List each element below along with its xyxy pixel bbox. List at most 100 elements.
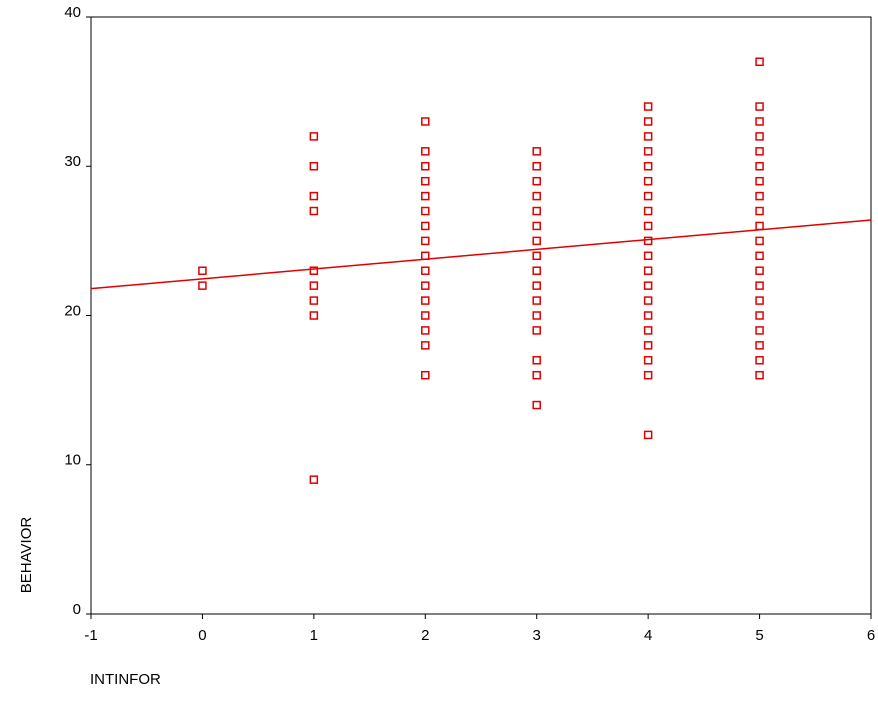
point: [309, 296, 319, 305]
point: [643, 236, 653, 246]
point: [755, 281, 764, 290]
x-axis-title: INTINFOR: [90, 671, 161, 688]
point: [643, 117, 653, 126]
point: [532, 162, 541, 171]
point: [421, 281, 430, 290]
point: [755, 266, 764, 275]
point: [643, 221, 653, 231]
point: [532, 370, 541, 380]
point: [755, 296, 764, 305]
point: [198, 266, 207, 275]
point: [309, 132, 319, 141]
point: [755, 356, 764, 365]
point: [532, 281, 541, 290]
point: [421, 176, 430, 186]
point: [755, 311, 764, 320]
point: [643, 206, 653, 216]
y-tick-label: 30: [64, 153, 81, 170]
point: [755, 162, 764, 171]
point: [755, 102, 764, 111]
point: [755, 370, 764, 380]
y-tick-label: 10: [64, 452, 81, 469]
x-tick-label: 3: [533, 627, 541, 644]
point: [421, 311, 430, 320]
point: [421, 296, 430, 305]
point: [755, 206, 764, 216]
point: [755, 176, 764, 186]
point: [755, 221, 764, 231]
point: [421, 221, 430, 231]
point: [309, 311, 319, 320]
point: [643, 132, 653, 141]
point: [755, 117, 764, 126]
x-tick-label: 1: [310, 627, 318, 644]
point: [309, 266, 319, 275]
point: [643, 281, 653, 290]
point: [532, 251, 541, 261]
point: [643, 147, 653, 156]
point: [309, 206, 319, 216]
point: [643, 370, 653, 380]
x-tick-label: 2: [421, 627, 429, 644]
point: [421, 370, 430, 380]
x-tick-label: -1: [84, 627, 97, 644]
point: [309, 475, 319, 484]
point: [643, 326, 653, 335]
point: [755, 57, 764, 67]
point: [421, 266, 430, 275]
point: [421, 341, 430, 350]
point: [755, 341, 764, 350]
x-tick-label: 6: [867, 627, 875, 644]
point: [643, 251, 653, 261]
point: [309, 191, 319, 201]
point: [532, 326, 541, 335]
point: [532, 147, 541, 156]
point: [421, 206, 430, 216]
point: [309, 162, 319, 171]
x-tick-label: 5: [755, 627, 763, 644]
point: [532, 266, 541, 275]
point: [643, 266, 653, 275]
point: [643, 430, 653, 440]
fit-line: [90, 219, 872, 290]
x-tick-label: 4: [644, 627, 652, 644]
point: [421, 117, 430, 126]
point: [643, 341, 653, 350]
point: [755, 326, 764, 335]
y-tick-label: 0: [73, 601, 81, 618]
point: [532, 296, 541, 305]
point: [532, 176, 541, 186]
point: [755, 236, 764, 246]
point: [309, 281, 319, 290]
point: [755, 147, 764, 156]
point: [532, 221, 541, 231]
point: [421, 147, 430, 156]
point: [643, 311, 653, 320]
point: [643, 191, 653, 201]
point: [532, 236, 541, 246]
y-tick-label: 20: [64, 302, 81, 319]
y-tick-label: 40: [64, 4, 81, 21]
point: [421, 326, 430, 335]
point: [198, 281, 207, 290]
point: [643, 162, 653, 171]
plot-frame: [90, 16, 872, 615]
point: [643, 356, 653, 365]
point: [532, 191, 541, 201]
y-axis-title: BEHAVIOR: [18, 517, 35, 594]
point: [421, 191, 430, 201]
point: [421, 162, 430, 171]
point: [643, 176, 653, 186]
point: [755, 251, 764, 261]
x-tick-label: 0: [198, 627, 206, 644]
point: [643, 296, 653, 305]
point: [532, 206, 541, 216]
point: [532, 400, 541, 410]
point: [643, 102, 653, 111]
point: [532, 356, 541, 365]
point: [755, 132, 764, 141]
point: [755, 191, 764, 201]
point: [421, 236, 430, 246]
